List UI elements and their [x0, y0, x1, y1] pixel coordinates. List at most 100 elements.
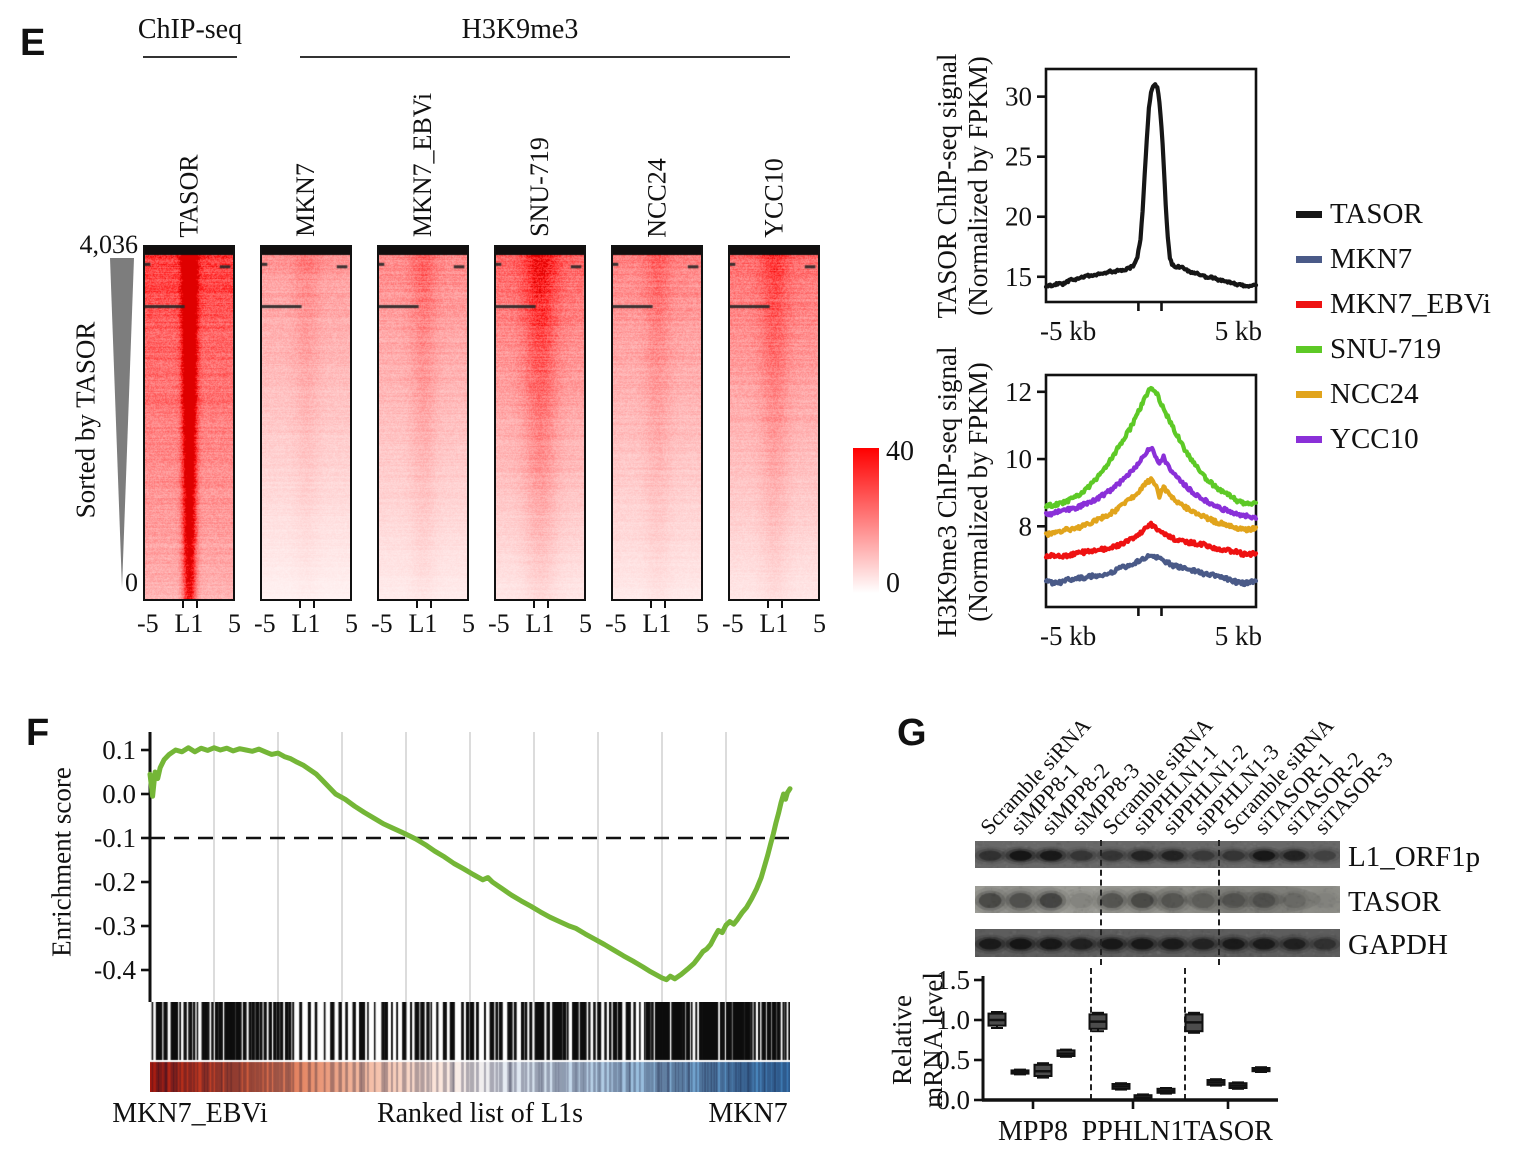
- svg-text:0.0: 0.0: [102, 779, 136, 809]
- heatmap-xtick-label-L1: L1: [174, 609, 204, 638]
- heatmap-canvas-MKN7: [262, 247, 350, 599]
- heatmap-xtick: [196, 601, 199, 608]
- svg-text:-5 kb: -5 kb: [1040, 316, 1096, 346]
- panel-letter-E: E: [20, 22, 46, 64]
- svg-text:1.0: 1.0: [936, 1005, 970, 1035]
- blot-label-tasor: TASOR: [1348, 886, 1441, 918]
- svg-text:-5 kb: -5 kb: [1040, 621, 1096, 651]
- tasor-profile-ylabel-line2: (Normalized by FPKM): [963, 56, 993, 316]
- svg-text:15: 15: [1005, 262, 1032, 292]
- blot-label-gapdh: GAPDH: [1348, 929, 1448, 961]
- tasor-profile-ylabel-line1: TASOR ChIP-seq signal: [932, 53, 962, 319]
- heatmap-MKN7_EBVi: [377, 245, 469, 601]
- heatmap-xtick-label--5: -5: [254, 609, 276, 638]
- heatmap-xtick-label-5: 5: [228, 609, 241, 638]
- colorbar-max: 40: [886, 436, 914, 467]
- heatmap-column-label-SNU-719: SNU-719: [524, 137, 554, 237]
- heatmap-NCC24: [611, 245, 703, 601]
- svg-text:-0.1: -0.1: [95, 823, 136, 853]
- legend-swatch-SNU-719: [1296, 346, 1322, 353]
- svg-text:0.0: 0.0: [936, 1085, 970, 1115]
- heatmap-xtick-label-L1: L1: [642, 609, 672, 638]
- heatmap-column-label-NCC24: NCC24: [642, 157, 672, 238]
- tasor-profile-chart: 15 20 25 30 -5 kb 5 kb: [1005, 67, 1262, 346]
- legend-swatch-YCC10: [1296, 436, 1322, 443]
- svg-text:5 kb: 5 kb: [1215, 316, 1262, 346]
- heatmap-xtick-label-L1: L1: [525, 609, 555, 638]
- sorted-by-label: Sorted by TASOR: [70, 321, 101, 519]
- gsea-barcode-and-gradient: [150, 1002, 790, 1092]
- colorbar-min: 0: [886, 568, 900, 599]
- heatmap-canvas-YCC10: [730, 247, 818, 599]
- heatmap-column-label-TASOR: TASOR: [174, 153, 204, 238]
- legend-item-MKN7: MKN7: [1296, 243, 1412, 276]
- heatmap-colorbar: [853, 448, 879, 593]
- heatmap-xtick: [766, 601, 769, 608]
- svg-text:8: 8: [1019, 511, 1033, 541]
- svg-text:20: 20: [1005, 202, 1032, 232]
- legend-item-TASOR: TASOR: [1296, 198, 1423, 231]
- heatmap-canvas-MKN7_EBVi: [379, 247, 467, 599]
- heatmap-xtick: [532, 601, 535, 608]
- heatmap-canvas-NCC24: [613, 247, 701, 599]
- gsea-right-label: MKN7: [708, 1098, 788, 1129]
- heatmap-xtick: [298, 601, 301, 608]
- svg-text:0.5: 0.5: [936, 1045, 970, 1075]
- sort-triangle: [110, 258, 134, 588]
- panel-letter-F: F: [26, 712, 50, 754]
- heatmap-xtick: [430, 601, 433, 608]
- legend-label: NCC24: [1330, 378, 1419, 410]
- h3k9me3-profile-ylabel: H3K9me3 ChIP-seq signal (Normalized by F…: [932, 347, 994, 638]
- heatmap-row-count: 4,036: [79, 230, 139, 259]
- heatmap-xtick-label--5: -5: [722, 609, 744, 638]
- heatmap-xtick-label-5: 5: [462, 609, 475, 638]
- blot-group-separator-1: [1100, 840, 1102, 965]
- svg-text:12: 12: [1005, 377, 1032, 407]
- legend-swatch-NCC24: [1296, 391, 1322, 398]
- header-h3k9me3: H3K9me3: [461, 14, 579, 45]
- legend-label: TASOR: [1330, 198, 1423, 230]
- legend-swatch-MKN7_EBVi: [1296, 301, 1322, 308]
- svg-text:PPHLN1: PPHLN1: [1082, 1116, 1185, 1147]
- svg-text:MPP8: MPP8: [998, 1116, 1068, 1147]
- blot-label-l1orf1p: L1_ORF1p: [1348, 841, 1481, 873]
- heatmap-YCC10: [728, 245, 820, 601]
- underline-chipseq: [143, 56, 237, 58]
- h3k9me3-profile-ylabel-line1: H3K9me3 ChIP-seq signal: [932, 346, 962, 638]
- blot-group-separator-2: [1218, 840, 1220, 965]
- heatmap-xtick: [181, 601, 184, 608]
- blot-canvas-TASOR: [975, 886, 1340, 913]
- heatmap-canvas-SNU-719: [496, 247, 584, 599]
- gsea-left-label: MKN7_EBVi: [112, 1098, 268, 1129]
- legend-swatch-TASOR: [1296, 211, 1322, 218]
- heatmap-xtick: [547, 601, 550, 608]
- blot-canvas-GAPDH: [975, 929, 1340, 957]
- heatmap-column-label-YCC10: YCC10: [759, 157, 789, 238]
- heatmap-xtick-label-L1: L1: [291, 609, 321, 638]
- svg-text:25: 25: [1005, 142, 1032, 172]
- legend-label: SNU-719: [1330, 333, 1442, 365]
- legend-item-MKN7_EBVi: MKN7_EBVi: [1296, 288, 1491, 321]
- heatmap-xtick-label--5: -5: [488, 609, 510, 638]
- legend-item-NCC24: NCC24: [1296, 378, 1419, 411]
- legend-item-SNU-719: SNU-719: [1296, 333, 1441, 366]
- heatmap-MKN7: [260, 245, 352, 601]
- boxplot-group-separator-1: [1090, 968, 1092, 1100]
- heatmap-xtick-label-L1: L1: [408, 609, 438, 638]
- heatmap-xtick: [649, 601, 652, 608]
- legend-label: MKN7: [1330, 243, 1413, 275]
- heatmap-xtick-label-L1: L1: [759, 609, 789, 638]
- legend-label: MKN7_EBVi: [1330, 288, 1491, 320]
- heatmap-xtick: [664, 601, 667, 608]
- legend-swatch-MKN7: [1296, 256, 1322, 263]
- heatmap-column-label-MKN7_EBVi: MKN7_EBVi: [408, 92, 438, 238]
- svg-text:10: 10: [1005, 444, 1032, 474]
- heatmap-xtick-label-5: 5: [696, 609, 709, 638]
- panel-letter-G: G: [897, 712, 927, 754]
- underline-h3k9me3: [300, 56, 790, 58]
- heatmap-column-label-MKN7: MKN7: [290, 163, 320, 237]
- heatmap-canvas-TASOR: [145, 247, 233, 599]
- svg-text:1.5: 1.5: [936, 965, 970, 995]
